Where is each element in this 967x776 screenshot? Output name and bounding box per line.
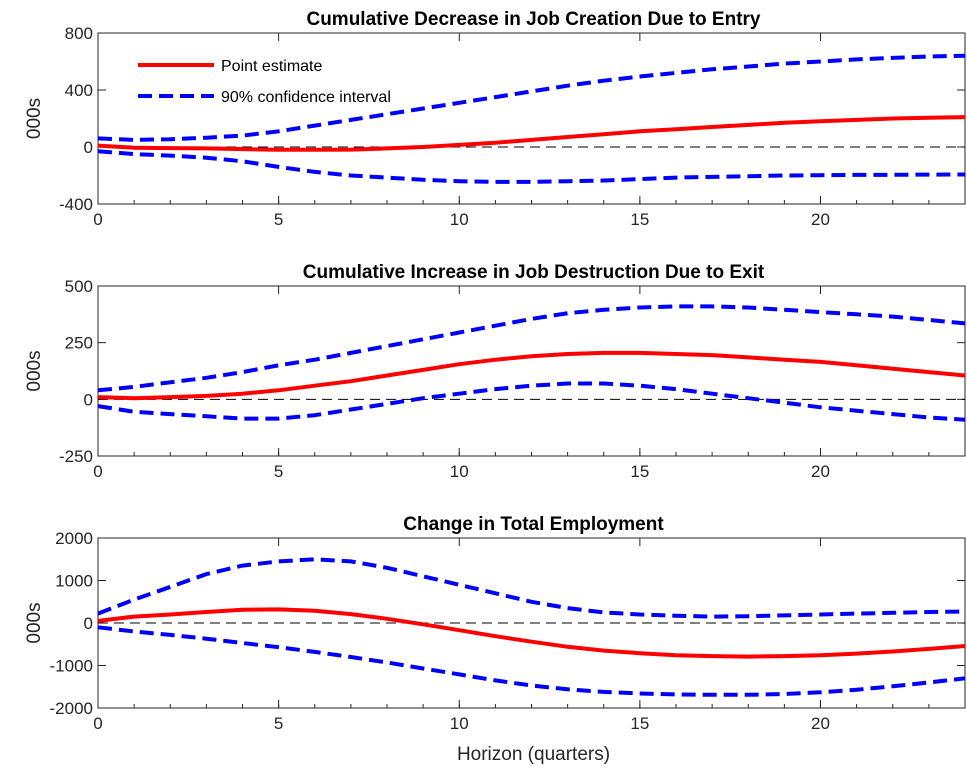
panel-title: Change in Total Employment xyxy=(403,514,664,535)
x-tick-label: 20 xyxy=(811,210,830,229)
x-tick-label: 20 xyxy=(811,714,830,733)
y-axis-label: 000s xyxy=(24,98,45,139)
axes-box xyxy=(97,285,966,457)
y-tick-label: 800 xyxy=(65,24,93,43)
y-tick-label: 2000 xyxy=(55,529,93,548)
y-tick-label: 0 xyxy=(84,390,93,409)
y-tick-label: -2000 xyxy=(50,699,93,718)
x-tick-label: 15 xyxy=(630,714,649,733)
y-tick-label: 0 xyxy=(84,138,93,157)
point-estimate-line xyxy=(97,607,966,659)
y-axis-label: 000s xyxy=(24,350,45,391)
x-tick-label: 0 xyxy=(93,714,102,733)
y-axis-label: 000s xyxy=(24,602,45,643)
x-tick-label: 15 xyxy=(630,210,649,229)
legend-label: Point estimate xyxy=(221,58,322,75)
panel-3: 0 5 10 15 20 -2000 -1000 0 1000 2000 Change in Tot… xyxy=(24,514,966,765)
legend-label: 90% confidence interval xyxy=(221,89,391,106)
x-tick-label: 10 xyxy=(450,210,469,229)
x-tick-label: 5 xyxy=(274,714,283,733)
ci-lower-line xyxy=(97,625,966,697)
y-tick-label: 0 xyxy=(84,614,93,633)
y-tick-label: 1000 xyxy=(55,572,93,591)
y-tick-label: -400 xyxy=(59,195,93,214)
x-tick-label: 0 xyxy=(93,462,102,481)
panel-title: Cumulative Increase in Job Destruction D… xyxy=(303,262,765,283)
x-axis-label: Horizon (quarters) xyxy=(457,744,610,765)
x-tick-label: 20 xyxy=(811,462,830,481)
y-tick-label: -1000 xyxy=(50,657,93,676)
x-tick-label: 10 xyxy=(450,462,469,481)
x-tick-label: 10 xyxy=(450,714,469,733)
ci-lower-line xyxy=(97,149,966,184)
x-tick-label: 15 xyxy=(630,462,649,481)
y-tick-label: -250 xyxy=(59,447,93,466)
ci-lower-line xyxy=(97,381,966,422)
x-tick-label: 5 xyxy=(274,462,283,481)
y-tick-label: 400 xyxy=(65,81,93,100)
ci-upper-line xyxy=(97,557,966,619)
ci-upper-line xyxy=(97,53,966,142)
point-estimate-line xyxy=(97,350,966,401)
x-tick-label: 5 xyxy=(274,210,283,229)
x-tick-label: 0 xyxy=(93,210,102,229)
panel-title: Cumulative Decrease in Job Creation Due … xyxy=(306,9,760,30)
y-tick-label: 500 xyxy=(65,277,93,296)
y-tick-label: 250 xyxy=(65,334,93,353)
legend: Point estimate 90% confidence interval xyxy=(138,58,391,106)
point-estimate-line xyxy=(97,115,966,152)
